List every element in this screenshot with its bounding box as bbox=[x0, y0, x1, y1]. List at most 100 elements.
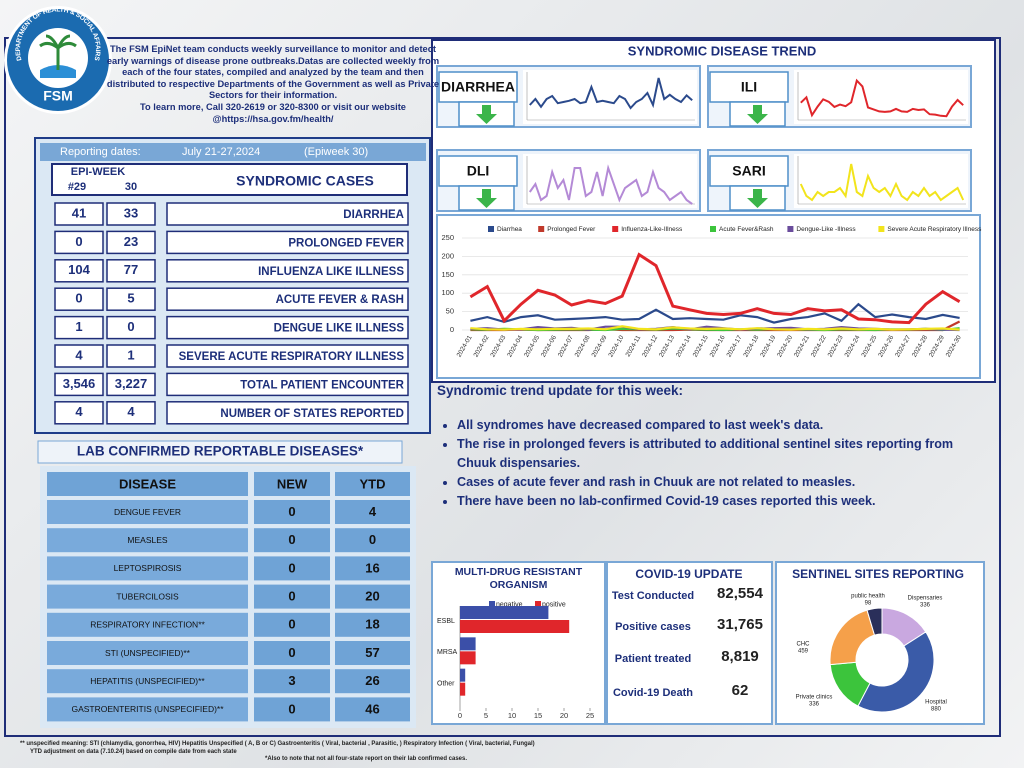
slice-name: Hospital bbox=[925, 700, 947, 706]
legend-label: Dengue-Like -Illness bbox=[796, 226, 856, 233]
case-count: 0 bbox=[288, 589, 295, 604]
table-cell bbox=[335, 528, 410, 553]
mini-title: DIARRHEA bbox=[441, 79, 515, 95]
syndrome-name: DIARRHEA bbox=[343, 209, 404, 221]
table-cell bbox=[47, 500, 248, 524]
covid-value: 31,765 bbox=[717, 616, 763, 633]
logo-wave bbox=[40, 65, 76, 78]
case-count: 4 bbox=[369, 504, 377, 519]
case-count: 18 bbox=[365, 617, 379, 632]
table-cell bbox=[166, 230, 409, 255]
legend-swatch bbox=[488, 226, 494, 232]
footnote: YTD adjustment on data (7.10.24) based o… bbox=[30, 749, 237, 755]
x-tick-label: 10 bbox=[508, 711, 516, 720]
table-cell bbox=[254, 669, 330, 694]
y-tick-label: 50 bbox=[446, 307, 454, 316]
covid-label: Test Conducted bbox=[612, 590, 694, 602]
table-cell bbox=[54, 230, 104, 255]
prev-week-count: 4 bbox=[75, 404, 83, 419]
footnote: ** unspecified meaning: STI (chlamydia, … bbox=[20, 741, 535, 747]
table-cell bbox=[47, 612, 248, 637]
slice-value: 98 bbox=[865, 601, 872, 607]
y-tick-label: 100 bbox=[441, 288, 454, 297]
category-label: MRSA bbox=[437, 649, 458, 656]
y-tick-label: 150 bbox=[441, 270, 454, 279]
covid-value: 8,819 bbox=[721, 648, 759, 665]
mini-label-box bbox=[438, 71, 518, 103]
mdro-title: MULTI-DRUG RESISTANT ORGANISM bbox=[454, 566, 583, 591]
legend-label: Prolonged Fever bbox=[547, 226, 596, 233]
series-line bbox=[799, 163, 965, 202]
series-line bbox=[470, 302, 960, 324]
header-label: DISEASE bbox=[119, 476, 176, 491]
header-cell bbox=[335, 472, 410, 496]
syndromic-title: SYNDROMIC CASES bbox=[236, 173, 374, 189]
trend-update: Syndromic trend update for this week: Al… bbox=[437, 383, 987, 511]
legend-swatch bbox=[710, 226, 716, 232]
table-cell bbox=[47, 528, 248, 553]
update-bullet: There have been no lab-confirmed Covid-1… bbox=[457, 492, 987, 511]
covid-label: Covid-19 Death bbox=[613, 687, 693, 699]
table-cell bbox=[335, 584, 410, 609]
table-cell bbox=[335, 612, 410, 637]
table-cell bbox=[54, 344, 104, 368]
table-cell bbox=[254, 556, 330, 581]
table-cell bbox=[166, 259, 409, 283]
category-label: ESBL bbox=[437, 618, 455, 625]
down-arrow bbox=[747, 105, 768, 124]
mini-label-box bbox=[438, 155, 518, 187]
mini-label-box bbox=[709, 71, 789, 103]
bar bbox=[460, 637, 476, 651]
series-line bbox=[470, 325, 960, 331]
prev-week-count: 1 bbox=[75, 319, 82, 334]
disease-name: RESPIRATORY INFECTION** bbox=[90, 620, 205, 630]
table-cell bbox=[106, 344, 156, 368]
syndromic-header bbox=[51, 163, 408, 196]
mini-title: SARI bbox=[732, 163, 765, 179]
table-cell bbox=[254, 584, 330, 609]
footnote: *Also to note that not all four-state re… bbox=[265, 756, 468, 762]
reporting-label: Reporting dates: bbox=[60, 146, 141, 158]
syndrome-name: NUMBER OF STATES REPORTED bbox=[220, 408, 404, 420]
curr-week-count: 0 bbox=[127, 319, 134, 334]
slice-name: public health bbox=[851, 594, 885, 600]
table-cell bbox=[166, 344, 409, 368]
covid-value: 62 bbox=[732, 682, 749, 699]
covid-frame bbox=[606, 561, 773, 725]
table-cell bbox=[106, 259, 156, 283]
table-cell bbox=[106, 315, 156, 340]
table-cell bbox=[335, 500, 410, 524]
table-cell bbox=[335, 669, 410, 694]
disease-name: MEASLES bbox=[127, 535, 167, 545]
disease-name: DENGUE FEVER bbox=[114, 507, 181, 517]
down-arrow bbox=[476, 105, 497, 124]
curr-week-count: 5 bbox=[127, 291, 134, 306]
table-cell bbox=[254, 500, 330, 524]
case-count: 20 bbox=[365, 589, 379, 604]
table-cell bbox=[47, 556, 248, 581]
logo-palm bbox=[39, 34, 77, 70]
epi-week-label: EPI-WEEK bbox=[71, 166, 125, 178]
week-prev: #29 bbox=[68, 181, 86, 193]
x-tick-label: 15 bbox=[534, 711, 542, 720]
prev-week-count: 0 bbox=[75, 234, 82, 249]
slice-value: 336 bbox=[920, 603, 931, 609]
slice-value: 459 bbox=[798, 649, 809, 655]
table-cell bbox=[335, 556, 410, 581]
case-count: 57 bbox=[365, 645, 379, 660]
update-list: All syndromes have decreased compared to… bbox=[437, 416, 987, 511]
legend-swatch bbox=[489, 601, 495, 607]
case-count: 0 bbox=[288, 532, 295, 547]
line-chart-frame bbox=[436, 214, 981, 379]
table-cell bbox=[106, 202, 156, 226]
table-cell bbox=[254, 612, 330, 637]
legend-swatch bbox=[878, 226, 885, 232]
slice-name: Dispensaries bbox=[908, 596, 943, 602]
bar bbox=[460, 668, 466, 682]
y-tick-label: 200 bbox=[441, 251, 454, 260]
disease-name: HEPATITIS (UNSPECIFIED)** bbox=[90, 676, 205, 686]
table-cell bbox=[47, 641, 248, 665]
trend-title: SYNDROMIC DISEASE TREND bbox=[628, 43, 817, 58]
